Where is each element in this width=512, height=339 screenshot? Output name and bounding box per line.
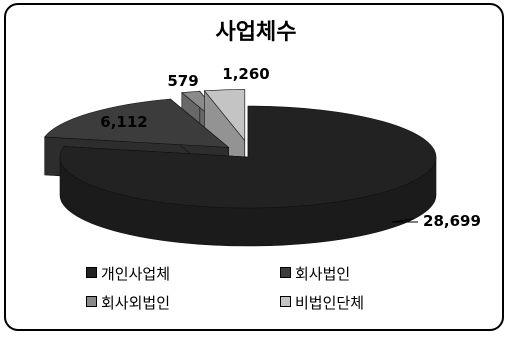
legend-swatch-3 [280,296,291,307]
legend-label-2: 회사외법인 [101,294,171,312]
legend-item-3: 비법인단체 [280,292,364,313]
data-label-0: 28,699 [423,212,481,230]
data-label-2: 579 [167,72,198,90]
legend-item-0: 개인사업체 [86,263,170,284]
data-label-1: 6,112 [100,113,147,131]
legend-swatch-1 [280,267,291,278]
legend-label-0: 개인사업체 [101,265,171,283]
legend-label-3: 비법인단체 [295,294,365,312]
legend-item-2: 회사외법인 [86,292,170,313]
legend-item-1: 회사법인 [280,263,350,284]
legend-swatch-0 [86,267,97,278]
leader-line [391,218,418,223]
pie-slice-0 [59,105,437,247]
chart-title: 사업체수 [215,20,297,45]
data-label-3: 1,260 [222,65,269,83]
legend-label-1: 회사법인 [295,265,351,283]
legend-swatch-2 [86,296,97,307]
